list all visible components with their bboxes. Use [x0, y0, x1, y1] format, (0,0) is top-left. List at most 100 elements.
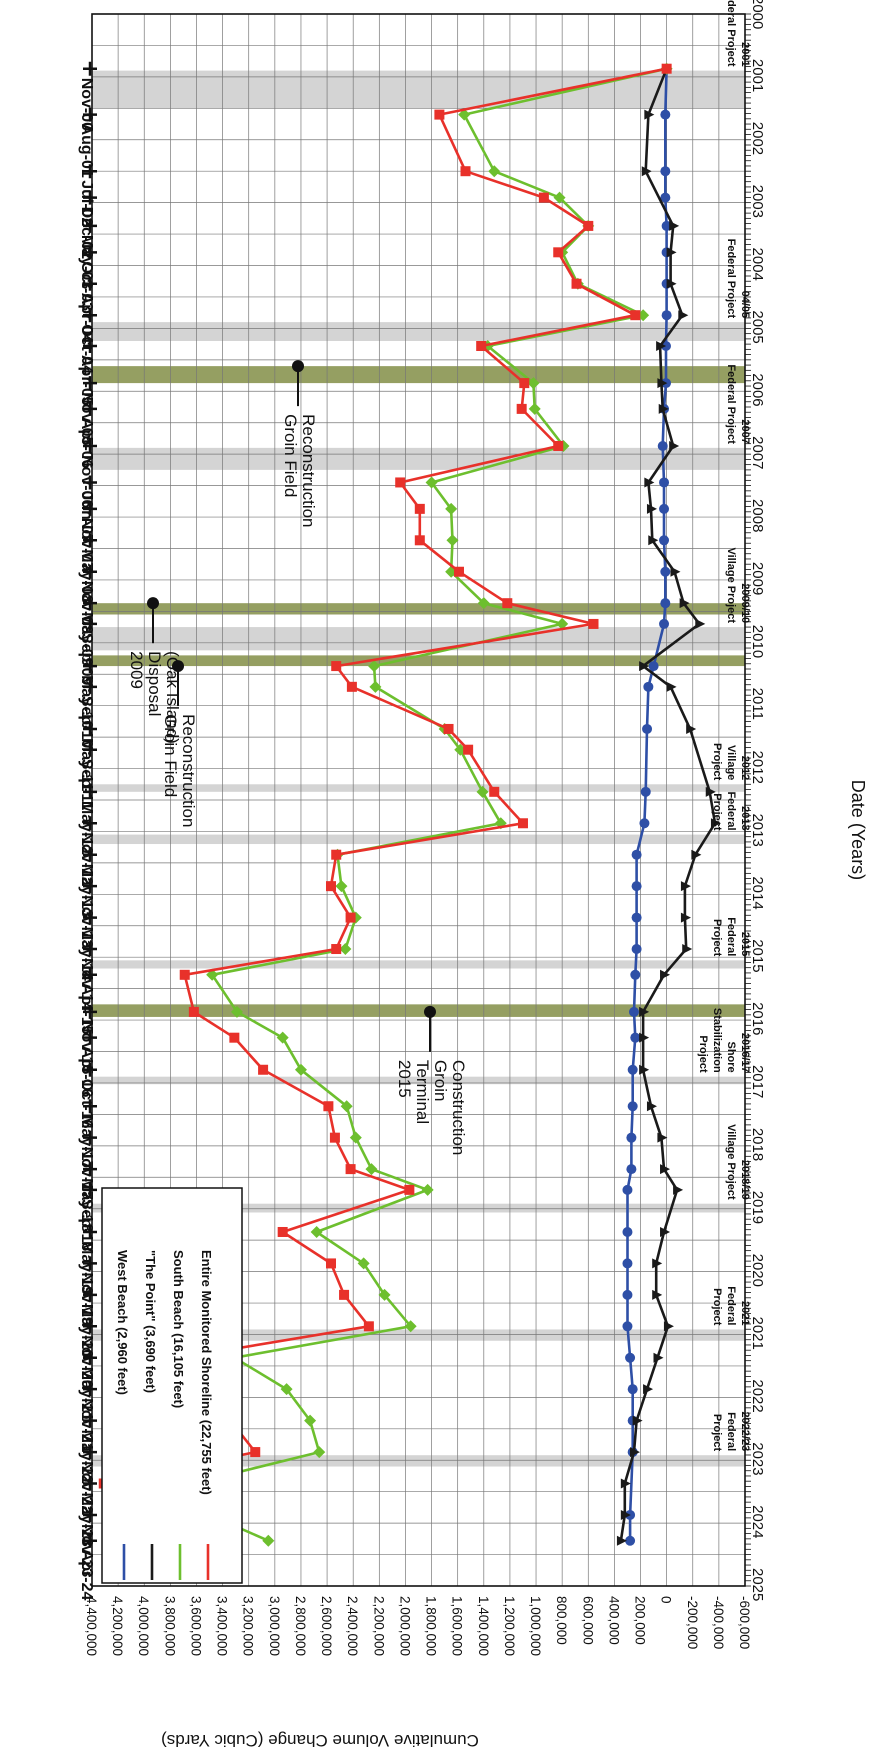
point-south-beach	[477, 597, 490, 610]
survey-marker	[83, 784, 97, 799]
point-entire-shoreline	[476, 341, 487, 352]
point-the-point	[686, 723, 697, 734]
point-west-beach	[639, 818, 650, 829]
year-tick-label: 2002	[749, 122, 766, 155]
value-tick-label: 3,400,000	[215, 1596, 230, 1656]
survey-date-label: Oct-16	[78, 1079, 95, 1129]
point-entire-shoreline	[630, 310, 641, 321]
value-tick-label: 4,400,000	[84, 1596, 99, 1656]
point-entire-shoreline	[414, 535, 425, 546]
survey-date-label: Nov-20	[78, 1335, 95, 1388]
survey-marker	[83, 1413, 97, 1428]
year-tick-label: 2001	[749, 59, 766, 92]
survey-date-label: May-12	[78, 801, 95, 855]
point-the-point	[678, 310, 689, 321]
point-the-point	[705, 786, 716, 797]
year-tick-label: 2015	[749, 939, 766, 972]
point-west-beach	[626, 1164, 637, 1175]
point-west-beach	[659, 477, 670, 488]
point-west-beach	[631, 849, 642, 860]
survey-marker	[83, 1256, 97, 1271]
survey-marker	[83, 564, 97, 579]
point-entire-shoreline	[434, 109, 445, 120]
survey-marker	[83, 816, 97, 831]
point-entire-shoreline	[277, 1226, 288, 1237]
survey-marker	[83, 533, 97, 548]
survey-marker	[83, 679, 97, 694]
survey-date-label: May-22	[78, 1430, 95, 1484]
point-the-point	[669, 440, 680, 451]
point-west-beach	[631, 944, 642, 955]
point-west-beach	[622, 1289, 633, 1300]
survey-marker	[83, 942, 97, 957]
point-entire-shoreline	[538, 192, 549, 203]
survey-marker	[83, 475, 97, 490]
point-west-beach	[660, 109, 671, 120]
annotation-text: 2015	[395, 1060, 414, 1098]
survey-date-label: Apr-04	[78, 293, 95, 344]
point-entire-shoreline	[323, 1101, 334, 1112]
point-the-point	[620, 1478, 631, 1489]
annotation-text: Terminal	[413, 1060, 432, 1124]
band-6	[92, 655, 745, 667]
survey-date-label: Nov-19	[78, 1272, 95, 1325]
point-the-point	[639, 661, 650, 672]
year-tick-label: 2003	[749, 185, 766, 218]
point-entire-shoreline	[346, 681, 357, 692]
project-label: Federal	[725, 1412, 737, 1451]
point-the-point	[620, 1509, 631, 1520]
survey-marker	[83, 107, 97, 122]
point-entire-shoreline	[661, 63, 672, 74]
point-the-point	[682, 944, 693, 955]
point-the-point	[639, 1006, 650, 1017]
value-tick-label: -400,000	[711, 1596, 726, 1649]
survey-date-label: Oct-04	[78, 324, 95, 374]
year-tick-label: 2009	[749, 562, 766, 595]
project-label: Project	[711, 919, 723, 957]
point-west-beach	[660, 166, 671, 177]
year-tick-label: 2016	[749, 1002, 766, 1035]
point-entire-shoreline	[404, 1184, 415, 1195]
survey-date-label: Nov-12	[78, 832, 95, 885]
annotation-text: Reconstruction	[179, 714, 198, 827]
point-entire-shoreline	[571, 278, 582, 289]
project-label: Federal	[725, 917, 737, 956]
point-entire-shoreline	[502, 598, 513, 609]
point-the-point	[673, 1184, 684, 1195]
point-west-beach	[660, 598, 671, 609]
point-the-point	[666, 247, 677, 258]
point-the-point	[710, 818, 721, 829]
point-west-beach	[631, 881, 642, 892]
point-entire-shoreline	[329, 1132, 340, 1143]
survey-marker	[83, 659, 97, 674]
point-west-beach	[648, 661, 659, 672]
survey-marker	[83, 1099, 97, 1114]
year-tick-label: 2014	[749, 876, 766, 909]
point-the-point	[644, 477, 655, 488]
point-the-point	[680, 912, 691, 923]
project-label: Village Project	[725, 1124, 737, 1200]
point-entire-shoreline	[250, 1447, 261, 1458]
point-west-beach	[640, 786, 651, 797]
point-the-point	[639, 1032, 650, 1043]
survey-marker	[83, 1382, 97, 1397]
value-tick-label: 2,600,000	[319, 1596, 334, 1656]
survey-marker	[83, 616, 97, 631]
annotation-text: Disposal	[145, 651, 164, 716]
value-tick-label: 200,000	[633, 1596, 648, 1645]
year-tick-label: 2018	[749, 1128, 766, 1161]
annotation-text: Groin Field	[161, 714, 180, 797]
point-entire-shoreline	[588, 618, 599, 629]
survey-marker	[83, 339, 97, 354]
point-entire-shoreline	[414, 503, 425, 514]
value-tick-label: 4,200,000	[110, 1596, 125, 1656]
point-south-beach	[476, 785, 489, 798]
year-tick-label: 2010	[749, 625, 766, 658]
survey-marker	[83, 501, 97, 516]
point-the-point	[657, 1132, 668, 1143]
survey-date-label: Apr-16	[78, 1047, 95, 1098]
point-entire-shoreline	[395, 477, 406, 488]
survey-date-label: Apr-15	[78, 984, 95, 1035]
